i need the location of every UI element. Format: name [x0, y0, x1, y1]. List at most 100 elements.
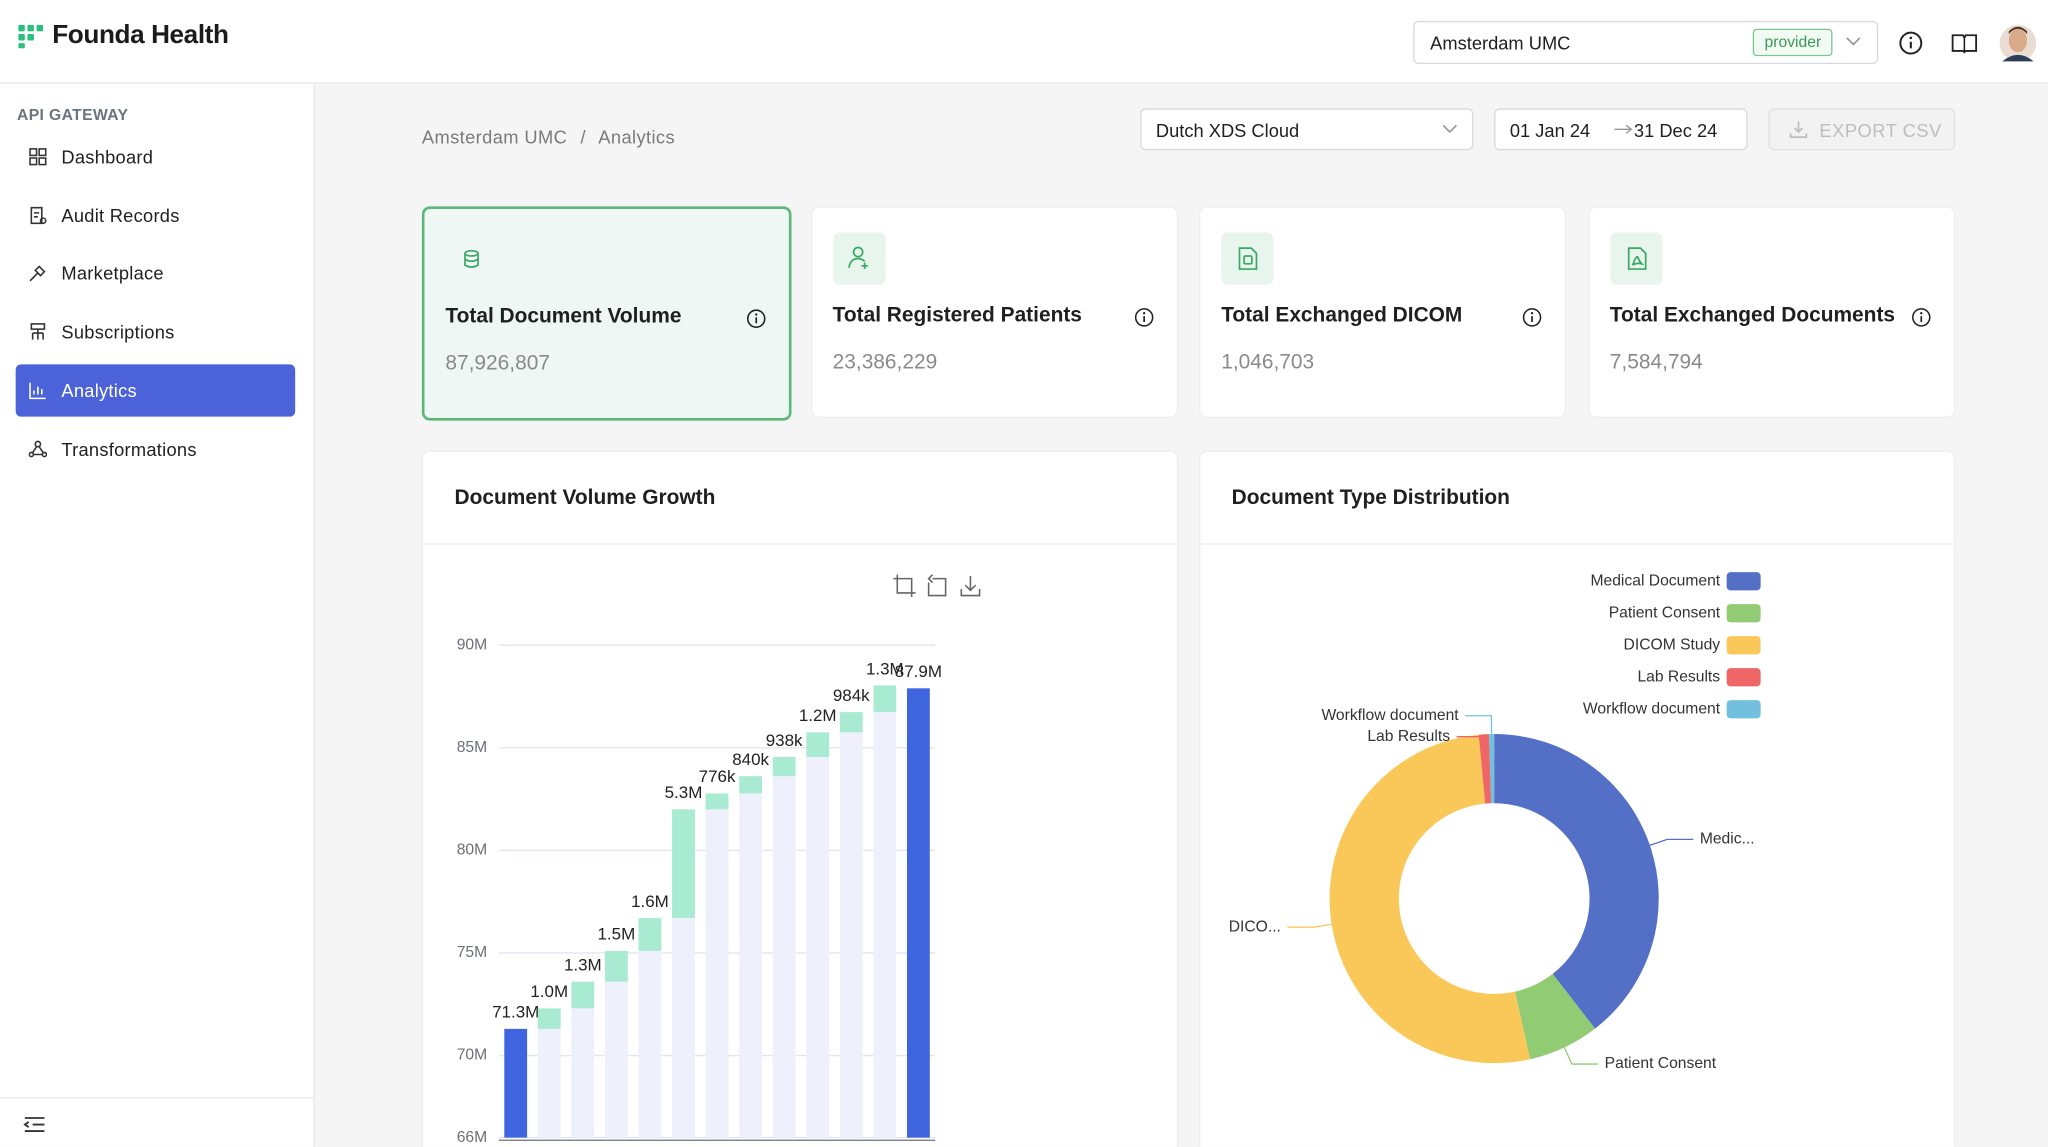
value-label: 71.3M	[492, 1003, 539, 1022]
nav-label: Transformations	[61, 438, 197, 460]
nav-label: Dashboard	[61, 146, 154, 167]
slice-label: Workflow document	[1321, 707, 1459, 724]
logo	[18, 24, 44, 49]
nav-item[interactable]: Transformations	[16, 423, 296, 475]
increase-bar	[705, 793, 729, 810]
date-range[interactable]: 01 Jan 24 31 Dec 24	[1494, 108, 1748, 151]
zoom-button[interactable]	[893, 574, 916, 597]
nav-label: Audit Records	[61, 204, 180, 226]
metric-card[interactable]: Total Exchanged Documents 7,584,794	[1587, 206, 1955, 418]
nav-icon	[30, 206, 47, 224]
value-label: 776k	[699, 767, 736, 786]
reset-button[interactable]	[927, 574, 947, 597]
nav-item[interactable]: Dashboard	[16, 130, 296, 182]
support-bar	[772, 776, 796, 1138]
legend-label: DICOM Study	[1624, 636, 1721, 653]
y-tick-label: 75M	[457, 944, 487, 961]
avatar[interactable]	[1998, 22, 2037, 64]
metric-card[interactable]: Total Exchanged DICOM 1,046,703	[1198, 206, 1567, 418]
download-icon	[1789, 121, 1808, 138]
value-label: 1.3M	[866, 659, 904, 678]
pie-slice	[1489, 734, 1495, 804]
metric-card[interactable]: Total Document Volume 87,926,807	[421, 206, 792, 421]
slice-label: Lab Results	[1367, 728, 1450, 745]
total-bar	[906, 688, 930, 1138]
divider	[0, 1097, 314, 1099]
breadcrumb-separator: /	[580, 126, 586, 148]
collapse-button[interactable]	[23, 1115, 48, 1133]
card-title: Total Registered Patients	[832, 304, 1082, 327]
nav-item[interactable]: Subscriptions	[16, 306, 296, 358]
export-label: EXPORT CSV	[1819, 120, 1942, 142]
icon	[847, 246, 868, 270]
total-bar	[504, 1028, 528, 1138]
legend-label: Workflow document	[1583, 700, 1721, 717]
nav-item[interactable]: Marketplace	[16, 247, 296, 299]
card-title: Total Document Volume	[445, 305, 682, 328]
pie-slice	[1478, 734, 1492, 804]
y-tick-label: 90M	[457, 636, 487, 653]
support-bar	[672, 918, 695, 1138]
nav-icon	[28, 440, 48, 458]
increase-bar	[839, 712, 863, 733]
nav-item[interactable]: Analytics	[15, 364, 296, 417]
date-to[interactable]: 31 Dec 24	[1633, 120, 1718, 142]
date-from[interactable]: 01 Jan 24	[1509, 120, 1591, 142]
info-icon[interactable]	[1910, 307, 1931, 328]
docs-button[interactable]	[1951, 31, 1978, 55]
info-icon[interactable]	[746, 308, 767, 329]
leader-line	[1456, 734, 1485, 738]
support-bar	[705, 809, 729, 1138]
info-icon[interactable]	[1133, 307, 1154, 328]
nav-icon	[30, 323, 46, 340]
support-bar	[571, 1008, 595, 1138]
chart-title: Document Volume Growth	[454, 487, 716, 510]
icon	[464, 249, 479, 268]
info-button[interactable]	[1898, 30, 1924, 56]
metric-card[interactable]: Total Registered Patients 23,386,229	[810, 206, 1178, 418]
export-button[interactable]: EXPORT CSV	[1768, 108, 1956, 151]
card-icon	[1609, 232, 1663, 285]
increase-bar	[739, 776, 763, 794]
slice-label: Medic...	[1700, 831, 1755, 848]
chart-toolbox[interactable]	[893, 574, 981, 597]
nav-item[interactable]: Audit Records	[16, 189, 296, 241]
legend-swatch	[1726, 700, 1761, 719]
breadcrumb-item[interactable]: Amsterdam UMC	[421, 126, 568, 148]
divider	[1200, 543, 1954, 545]
increase-bar	[604, 950, 628, 982]
increase-bar	[806, 732, 830, 757]
legend-label: Medical Document	[1590, 572, 1720, 589]
icon	[1627, 247, 1646, 270]
pie-slice	[1514, 973, 1596, 1060]
card-title: Total Exchanged Documents	[1609, 304, 1896, 327]
y-tick-label: 66M	[457, 1129, 487, 1146]
increase-bar	[772, 756, 796, 777]
card-icon	[1221, 232, 1274, 285]
leader-line	[1563, 1047, 1599, 1065]
card-value: 7,584,794	[1609, 351, 1703, 374]
breadcrumb: Amsterdam UMC / Analytics	[422, 127, 675, 148]
pie-slice	[1329, 734, 1531, 1064]
source-select[interactable]: Dutch XDS Cloud	[1140, 108, 1474, 151]
slice-label: DICO...	[1229, 918, 1281, 935]
organization-select[interactable]: Amsterdam UMC provider	[1413, 20, 1879, 64]
info-icon[interactable]	[1522, 307, 1543, 328]
legend-swatch	[1726, 668, 1761, 687]
increase-bar	[638, 918, 662, 951]
save-button[interactable]	[960, 575, 981, 597]
support-bar	[604, 981, 628, 1138]
role-badge: provider	[1752, 28, 1833, 57]
chevron	[1442, 124, 1457, 134]
value-label: 938k	[766, 731, 803, 750]
value-label: 984k	[833, 686, 870, 705]
value-label: 840k	[732, 750, 769, 769]
value-label: 1.0M	[530, 982, 568, 1001]
source: Dutch XDS Cloud	[1155, 120, 1300, 142]
chart-title: Document Type Distribution	[1231, 487, 1510, 510]
increase-bar	[571, 981, 595, 1009]
chevron	[1846, 37, 1861, 46]
legend-label: Patient Consent	[1609, 604, 1721, 621]
y-tick-label: 85M	[457, 739, 487, 756]
